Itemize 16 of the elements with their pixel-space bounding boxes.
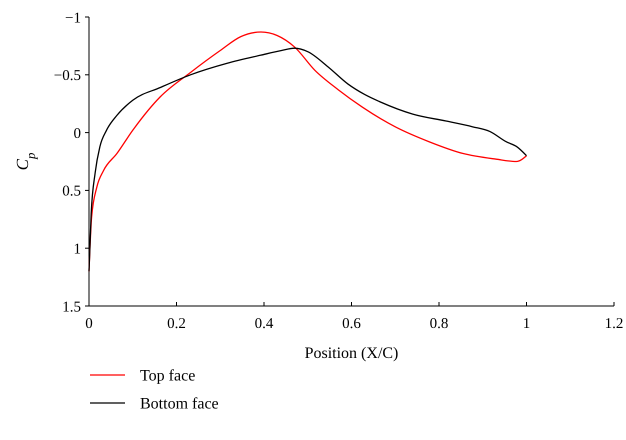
- legend-label: Top face: [140, 368, 196, 385]
- x-tick-label: 0.4: [254, 316, 274, 332]
- x-tick-label: 1: [522, 316, 530, 332]
- y-tick-label: −0.5: [54, 68, 81, 84]
- legend-label: Bottom face: [140, 396, 219, 413]
- x-tick-label: 0.8: [430, 316, 448, 332]
- x-tick-label: 0.2: [167, 316, 186, 332]
- x-tick-label: 0: [85, 316, 93, 332]
- y-tick-label: 1.5: [62, 299, 81, 316]
- y-tick-label: 0: [74, 126, 81, 142]
- x-axis-title: Position (X/C): [304, 345, 398, 362]
- y-tick-label: −1: [65, 10, 81, 26]
- x-tick-label: 1.2: [604, 316, 624, 332]
- x-tick-label: 0.6: [342, 316, 362, 332]
- y-tick-label: 0.5: [62, 184, 81, 200]
- y-tick-label: 1: [74, 241, 81, 258]
